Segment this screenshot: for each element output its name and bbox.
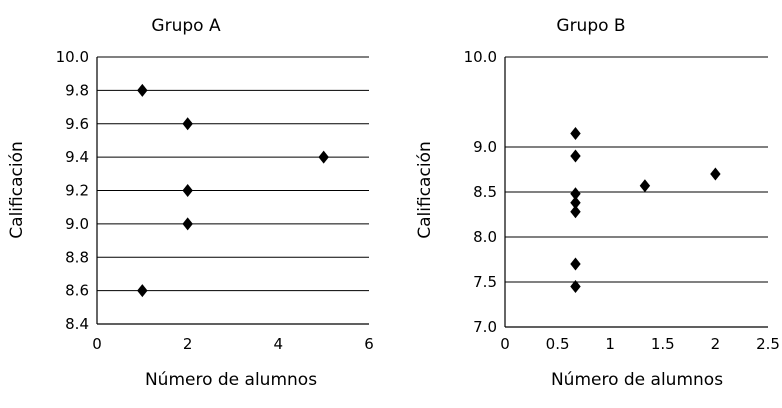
grupo-b-data-point [639, 179, 651, 193]
grupo-a-y-axis-label: Calificación [7, 141, 27, 238]
grupo-b-ytick-label: 7.0 [473, 318, 497, 336]
grupo-b-ytick-label: 8.0 [473, 228, 497, 246]
grupo-a-ytick-label: 10.0 [56, 48, 89, 66]
grupo-b-data-point [570, 187, 581, 201]
grupo-a-data-point [137, 83, 148, 97]
grupo-b-y-axis-label: Calificación [415, 141, 435, 238]
grupo-a-data-point [182, 184, 193, 197]
grupo-a-ytick-label: 9.2 [65, 182, 89, 200]
grupo-b-data-point [570, 280, 581, 293]
grupo-b-xtick-label: 0.5 [546, 335, 570, 353]
grupo-a-xtick-label: 6 [364, 335, 374, 353]
grupo-b-data-point [570, 127, 581, 140]
grupo-b-xtick-label: 2 [711, 335, 721, 353]
grupo-b-xtick-label: 2.5 [756, 335, 780, 353]
grupo-a-ytick-label: 9.4 [65, 148, 89, 166]
grupo-b-data-point [570, 196, 581, 210]
grupo-a-xtick-label: 0 [92, 335, 102, 353]
grupo-a-xtick-label: 4 [274, 335, 284, 353]
grupo-a-ytick-label: 8.4 [65, 315, 89, 333]
grupo-b-ytick-label: 10.0 [464, 48, 497, 66]
grupo-a-data-point [182, 217, 193, 231]
grupo-b-data-point [570, 205, 581, 219]
grupo-a-title: Grupo A [151, 16, 221, 36]
grupo-b-x-axis-label: Número de alumnos [551, 370, 723, 390]
grupo-a-data-point [137, 284, 148, 298]
grupo-b-title: Grupo B [556, 16, 625, 36]
grupo-b-xtick-label: 1.5 [651, 335, 675, 353]
grupo-a-x-axis-label: Número de alumnos [145, 370, 317, 390]
grupo-a-ytick-label: 9.8 [65, 81, 89, 99]
grupo-b-ytick-label: 8.5 [473, 183, 497, 201]
grupo-b-xtick-label: 1 [605, 335, 615, 353]
grupo-a-ytick-label: 8.8 [65, 248, 89, 266]
grupo-b-data-point [570, 257, 581, 271]
grupo-b-xtick-label: 0 [500, 335, 510, 353]
grupo-b-data-point [570, 149, 581, 163]
grupo-a-data-point [318, 150, 329, 164]
grupo-a-xtick-label: 2 [183, 335, 193, 353]
grupo-b-ytick-label: 9.0 [473, 138, 497, 156]
grupo-a-ytick-label: 9.6 [65, 115, 89, 133]
grupo-b-ytick-label: 7.5 [473, 273, 497, 291]
grupo-a-ytick-label: 9.0 [65, 215, 89, 233]
grupo-a-data-point [182, 117, 193, 131]
grupo-a-ytick-label: 8.6 [65, 282, 89, 300]
grupo-b-data-point [710, 167, 721, 181]
